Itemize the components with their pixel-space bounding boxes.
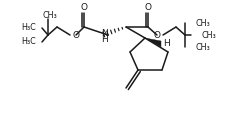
Text: H₃C: H₃C: [21, 23, 36, 33]
Text: CH₃: CH₃: [43, 11, 57, 19]
Text: H: H: [164, 40, 170, 48]
Text: O: O: [72, 31, 79, 40]
Text: H₃C: H₃C: [21, 38, 36, 46]
Text: H: H: [101, 36, 107, 45]
Text: O: O: [154, 31, 161, 40]
Text: CH₃: CH₃: [195, 18, 210, 28]
Text: N: N: [101, 28, 107, 38]
Text: O: O: [80, 3, 88, 11]
Polygon shape: [145, 38, 161, 47]
Text: CH₃: CH₃: [195, 43, 210, 51]
Text: O: O: [144, 3, 151, 11]
Text: CH₃: CH₃: [201, 31, 216, 40]
